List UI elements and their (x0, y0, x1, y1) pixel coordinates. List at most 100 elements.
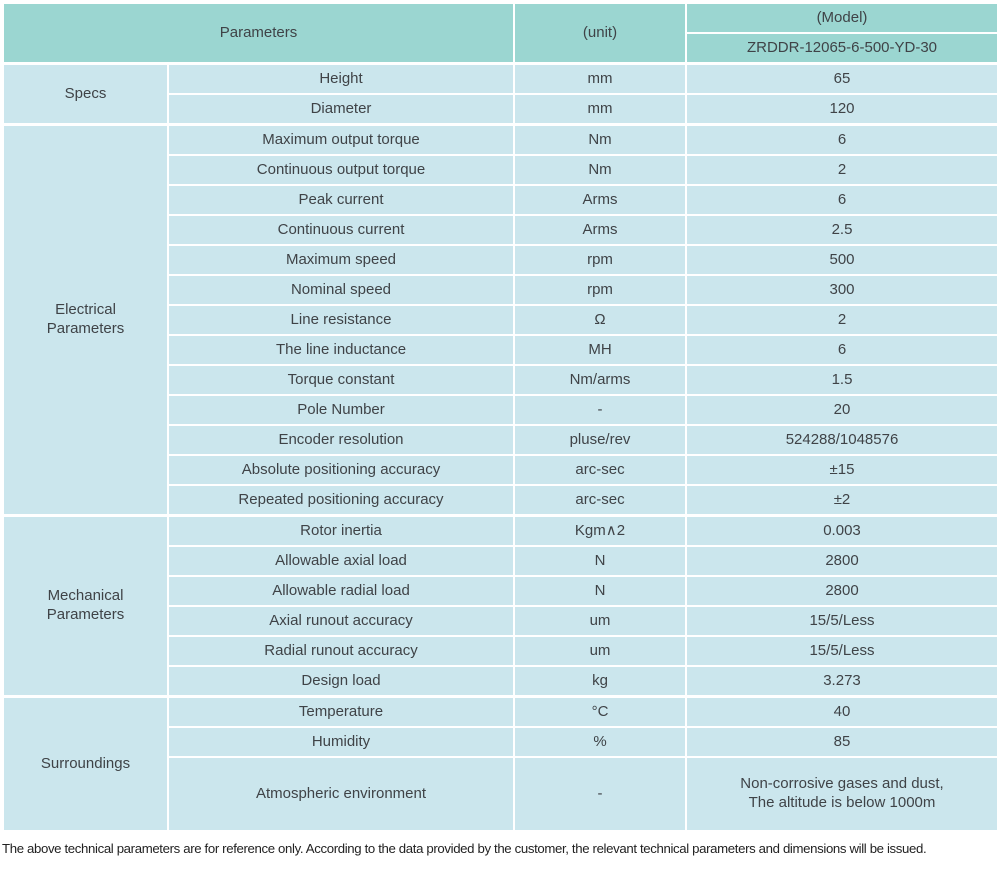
param-name: Rotor inertia (167, 514, 515, 547)
param-unit: rpm (513, 274, 687, 306)
section-label: Surroundings (2, 695, 169, 832)
param-unit: - (513, 394, 687, 426)
param-name: Encoder resolution (167, 424, 515, 456)
param-unit: Nm (513, 123, 687, 156)
param-value: 3.273 (685, 665, 999, 698)
param-unit: Kgm∧2 (513, 514, 687, 547)
table-row: Continuous current Arms 2.5 (3, 214, 999, 246)
param-value: 2 (685, 304, 999, 336)
param-unit: pluse/rev (513, 424, 687, 456)
param-name: Torque constant (167, 364, 515, 396)
model-number: ZRDDR-12065-6-500-YD-30 (685, 32, 999, 65)
param-name: Repeated positioning accuracy (167, 484, 515, 517)
param-unit: rpm (513, 244, 687, 276)
param-unit: Arms (513, 214, 687, 246)
table-row: Allowable radial load N 2800 (3, 575, 999, 607)
model-column-header: (Model) (685, 2, 999, 34)
param-unit: um (513, 635, 687, 667)
param-value: 85 (685, 726, 999, 758)
spec-table: Parameters (unit) (Model) ZRDDR-12065-6-… (2, 2, 999, 832)
param-name: Allowable axial load (167, 545, 515, 577)
table-row: Maximum speed rpm 500 (3, 244, 999, 276)
param-value: 0.003 (685, 514, 999, 547)
param-name: Diameter (167, 93, 515, 126)
param-value: 2800 (685, 575, 999, 607)
param-value: 65 (685, 62, 999, 95)
param-unit: mm (513, 93, 687, 126)
table-row: Encoder resolution pluse/rev 524288/104857… (3, 424, 999, 456)
table-row: Nominal speed rpm 300 (3, 274, 999, 306)
param-unit: Nm/arms (513, 364, 687, 396)
param-value: 20 (685, 394, 999, 426)
param-name: Pole Number (167, 394, 515, 426)
table-row: Allowable axial load N 2800 (3, 545, 999, 577)
param-name: Continuous current (167, 214, 515, 246)
param-name: Design load (167, 665, 515, 698)
parameters-column-header: Parameters (2, 2, 515, 65)
table-row: Surroundings Temperature °C 40 (2, 695, 999, 832)
param-name: Temperature (167, 695, 515, 728)
param-unit: Nm (513, 154, 687, 186)
unit-column-header: (unit) (513, 2, 687, 65)
param-value: 6 (685, 184, 999, 216)
table-header: Parameters (unit) (Model) ZRDDR-12065-6-… (2, 2, 999, 65)
table-row: Absolute positioning accuracy arc-sec ±15 (3, 454, 999, 486)
param-value: 15/5/Less (685, 605, 999, 637)
table-body: Specs Height mm 65 Diameter mm 120 Electrical P… (2, 62, 999, 832)
param-name: Absolute positioning accuracy (167, 454, 515, 486)
param-name: Line resistance (167, 304, 515, 336)
param-unit: arc-sec (513, 454, 687, 486)
param-name: Radial runout accuracy (167, 635, 515, 667)
param-unit: um (513, 605, 687, 637)
table-row: Radial runout accuracy um 15/5/Less (3, 635, 999, 667)
param-value: ±2 (685, 484, 999, 517)
param-unit: MH (513, 334, 687, 366)
param-value: Non-corrosive gases and dust, The altitu… (685, 756, 999, 832)
param-name: Maximum output torque (167, 123, 515, 156)
param-name: Continuous output torque (167, 154, 515, 186)
table-row: Peak current Arms 6 (3, 184, 999, 216)
param-value: 2 (685, 154, 999, 186)
param-value: 300 (685, 274, 999, 306)
param-unit: Arms (513, 184, 687, 216)
param-name: Axial runout accuracy (167, 605, 515, 637)
param-unit: N (513, 575, 687, 607)
table-row: Diameter mm 120 (3, 93, 999, 126)
param-unit: arc-sec (513, 484, 687, 517)
table-row: Atmospheric environment - Non-corrosive ga… (3, 756, 999, 832)
param-name: Atmospheric environment (167, 756, 515, 832)
footer-note: The above technical parameters are for r… (2, 841, 927, 856)
table-row: Humidity% 85 (3, 726, 999, 758)
param-name: Allowable radial load (167, 575, 515, 607)
param-value: 120 (685, 93, 999, 126)
param-name: The line inductance (167, 334, 515, 366)
table-row: Line resistance Ω 2 (3, 304, 999, 336)
param-unit: Ω (513, 304, 687, 336)
param-value: 6 (685, 123, 999, 156)
table-row: Continuous output torque Nm 2 (3, 154, 999, 186)
param-value: 2800 (685, 545, 999, 577)
param-name: Height (167, 62, 515, 95)
section-label: Mechanical Parameters (2, 514, 169, 698)
param-value: 2.5 (685, 214, 999, 246)
param-value: 524288/1048576 (685, 424, 999, 456)
param-value: 40 (685, 695, 999, 728)
param-value: 6 (685, 334, 999, 366)
param-unit: °C (513, 695, 687, 728)
param-unit: kg (513, 665, 687, 698)
param-name: Peak current (167, 184, 515, 216)
param-name: Nominal speed (167, 274, 515, 306)
table-row: Pole Number -20 (3, 394, 999, 426)
table-row: Axial runout accuracy um 15/5/Less (3, 605, 999, 637)
param-unit: N (513, 545, 687, 577)
param-unit: mm (513, 62, 687, 95)
param-name: Humidity (167, 726, 515, 758)
table-row: Specs Height mm 65 (2, 62, 999, 126)
header-row-2: ZRDDR-12065-6-500-YD-30 (3, 32, 999, 65)
param-unit: - (513, 756, 687, 832)
table-row: Torque constant Nm/arms 1.5 (3, 364, 999, 396)
table-row: Electrical Parameters Maximum output torq… (2, 123, 999, 517)
param-value: 500 (685, 244, 999, 276)
param-name: Maximum speed (167, 244, 515, 276)
